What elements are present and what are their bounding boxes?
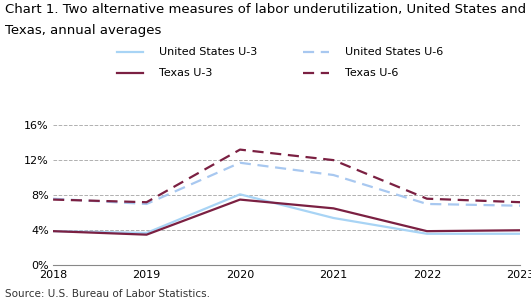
Text: Texas, annual averages: Texas, annual averages [5, 24, 161, 38]
Text: United States U-6: United States U-6 [345, 47, 443, 57]
Text: Chart 1. Two alternative measures of labor underutilization, United States and: Chart 1. Two alternative measures of lab… [5, 3, 526, 16]
Text: United States U-3: United States U-3 [159, 47, 258, 57]
Text: Texas U-6: Texas U-6 [345, 68, 399, 78]
Text: Source: U.S. Bureau of Labor Statistics.: Source: U.S. Bureau of Labor Statistics. [5, 289, 210, 299]
Text: Texas U-3: Texas U-3 [159, 68, 213, 78]
